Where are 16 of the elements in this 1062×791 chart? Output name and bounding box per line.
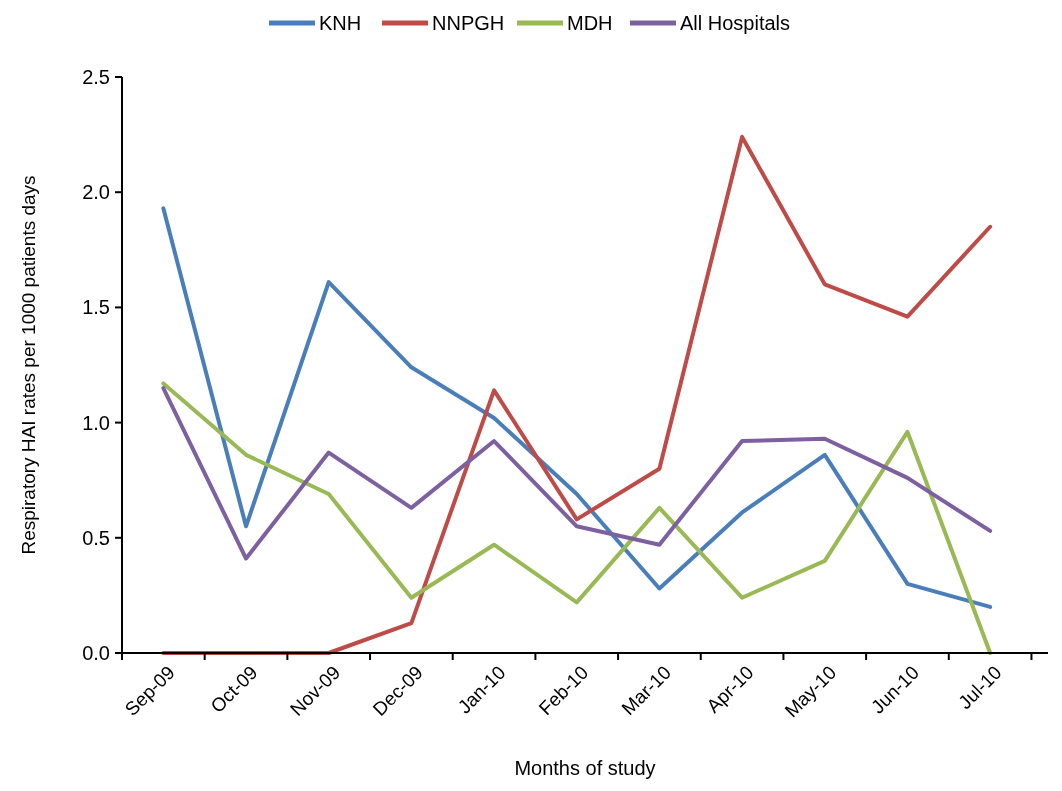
y-tick-label: 2.5 xyxy=(82,66,110,88)
y-tick-label: 1.5 xyxy=(82,296,110,319)
legend-label: All Hospitals xyxy=(680,12,791,34)
line-series xyxy=(161,381,993,655)
line-series xyxy=(161,206,993,609)
y-tick-label: 0.5 xyxy=(82,526,110,549)
legend-label: KNH xyxy=(319,12,362,34)
line-series xyxy=(161,386,993,561)
legend-label: MDH xyxy=(567,12,613,34)
y-axis-title: Respiratory HAI rates per 1000 patients days xyxy=(17,175,39,555)
y-tick-label: 0.0 xyxy=(82,642,110,664)
y-tick-label: 1.0 xyxy=(82,411,110,434)
line-series xyxy=(161,134,993,655)
legend-label: NNPGH xyxy=(432,12,505,34)
x-axis-title: Months of study xyxy=(514,757,656,779)
y-tick-label: 2.0 xyxy=(82,181,110,204)
